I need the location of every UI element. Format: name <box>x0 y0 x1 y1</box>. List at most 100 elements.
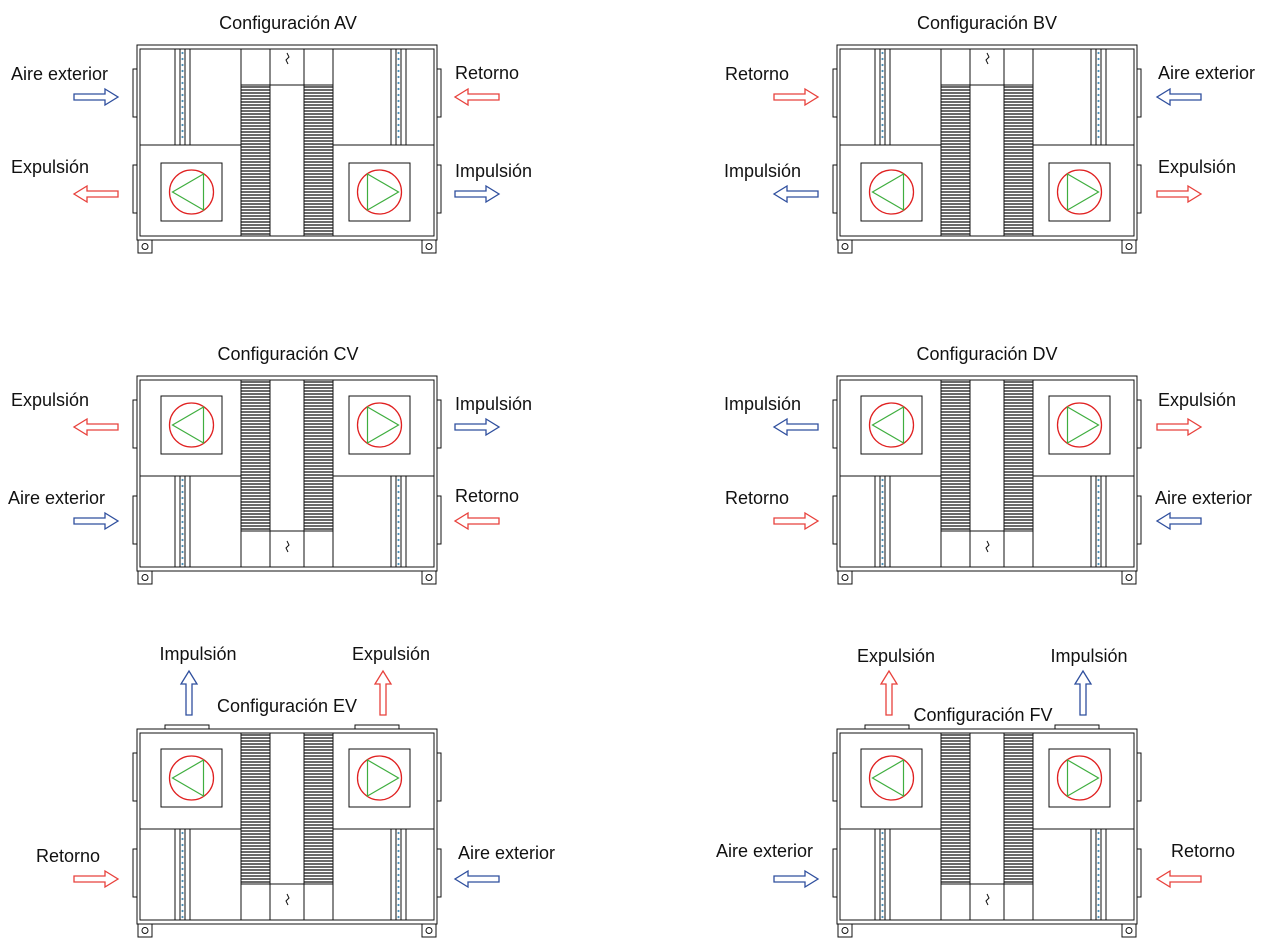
heat-exchanger-plates <box>303 379 334 532</box>
fan-circle <box>168 755 215 801</box>
duct-flange <box>132 399 138 449</box>
label-top-right: Expulsión <box>352 644 430 664</box>
unit-body <box>832 724 1142 938</box>
fan-circle <box>868 755 915 801</box>
arrow-shape <box>73 869 120 889</box>
fan-left <box>160 162 223 222</box>
duct-flange <box>1136 399 1142 449</box>
arrow-shape <box>773 869 820 889</box>
fan-left <box>860 748 923 808</box>
arrow-shape <box>772 184 819 204</box>
arrow-bottom-left <box>73 869 120 889</box>
label-top-left: Aire exterior <box>11 64 108 84</box>
fan-triangle <box>171 758 205 798</box>
duct-flange <box>1136 68 1142 118</box>
filter-column <box>1100 828 1107 921</box>
arrow-top-left <box>72 417 119 437</box>
fan-circle <box>356 402 403 448</box>
heat-exchanger-plates <box>1003 379 1034 532</box>
filter-column <box>400 828 407 921</box>
filter-column <box>184 48 191 146</box>
label-top-left: Impulsión <box>159 644 236 664</box>
heat-exchanger-plates <box>940 732 971 885</box>
top-duct-collar <box>164 724 210 730</box>
fan-triangle <box>871 405 905 445</box>
duct-flange <box>132 848 138 898</box>
duct-flange <box>832 164 838 214</box>
config-title: Configuración AV <box>219 13 357 33</box>
filter-column <box>874 48 881 146</box>
duct-flange <box>436 164 442 214</box>
fan-left <box>160 395 223 455</box>
fan-triangle <box>366 405 400 445</box>
arrow-shape <box>1155 511 1202 531</box>
filter-column <box>184 828 191 921</box>
arrow-bottom-right <box>453 869 500 889</box>
fan-box <box>348 162 411 222</box>
unit-body <box>132 375 442 585</box>
filter-column <box>390 828 397 921</box>
label-bottom-left: Retorno <box>36 846 100 866</box>
label-bottom-right: Retorno <box>1171 841 1235 861</box>
fan-right <box>1048 748 1111 808</box>
top-duct-collar <box>864 724 910 730</box>
filter-column <box>884 828 891 921</box>
label-bottom-right: Aire exterior <box>1155 488 1252 508</box>
arrow-top-right <box>1155 87 1202 107</box>
label-top-right: Retorno <box>455 63 519 83</box>
fan-circle <box>356 755 403 801</box>
fan-box <box>160 395 223 455</box>
arrow-shape <box>1156 184 1203 204</box>
filter-column <box>390 475 397 568</box>
arrow-bottom-right <box>454 184 501 204</box>
duct-flange <box>1136 848 1142 898</box>
top-duct-collar <box>1054 724 1100 730</box>
arrow-shape <box>1156 417 1203 437</box>
filter-column <box>400 48 407 146</box>
damper-symbol <box>285 52 290 65</box>
arrow-bottom-left <box>772 184 819 204</box>
filter-column <box>1090 828 1097 921</box>
top-duct-collar <box>354 724 400 730</box>
fan-circle <box>1056 402 1103 448</box>
unit-body <box>132 44 442 254</box>
duct-flange <box>832 68 838 118</box>
label-bottom-right: Expulsión <box>1158 157 1236 177</box>
arrow-shape <box>453 87 500 107</box>
arrow-bottom-right <box>453 511 500 531</box>
config-title: Configuración FV <box>913 705 1052 725</box>
duct-flange <box>132 495 138 545</box>
arrow-shape <box>453 511 500 531</box>
arrow-shape <box>73 511 120 531</box>
heat-exchanger-plates <box>1003 732 1034 885</box>
arrow-top-right <box>454 417 501 437</box>
duct-flange <box>436 399 442 449</box>
arrow-top-left <box>73 87 120 107</box>
arrow-bottom-left <box>73 511 120 531</box>
heat-exchanger-plates <box>1003 84 1034 237</box>
damper-symbol <box>285 540 290 553</box>
config-title: Configuración BV <box>917 13 1057 33</box>
arrow-shape <box>1155 869 1202 889</box>
fan-triangle <box>1066 758 1100 798</box>
label-top-right: Impulsión <box>1050 646 1127 666</box>
damper-symbol <box>985 52 990 65</box>
fan-left <box>860 162 923 222</box>
config-AV: Configuración AV Aire exterior Retorno E… <box>11 13 532 254</box>
config-FV: Configuración FV Expulsión Impulsión Air… <box>716 646 1235 938</box>
arrow-shape <box>1073 669 1093 716</box>
fan-circle <box>356 169 403 215</box>
fan-triangle <box>171 172 205 212</box>
fan-box <box>1048 162 1111 222</box>
fan-triangle <box>171 405 205 445</box>
arrow-shape <box>453 869 500 889</box>
fan-box <box>160 748 223 808</box>
fan-triangle <box>366 172 400 212</box>
heat-exchanger-plates <box>240 84 271 237</box>
label-top-right: Impulsión <box>455 394 532 414</box>
heat-exchanger-plates <box>940 84 971 237</box>
fan-box <box>160 162 223 222</box>
duct-flange <box>436 848 442 898</box>
fan-left <box>160 748 223 808</box>
arrow-top-right <box>1156 417 1203 437</box>
